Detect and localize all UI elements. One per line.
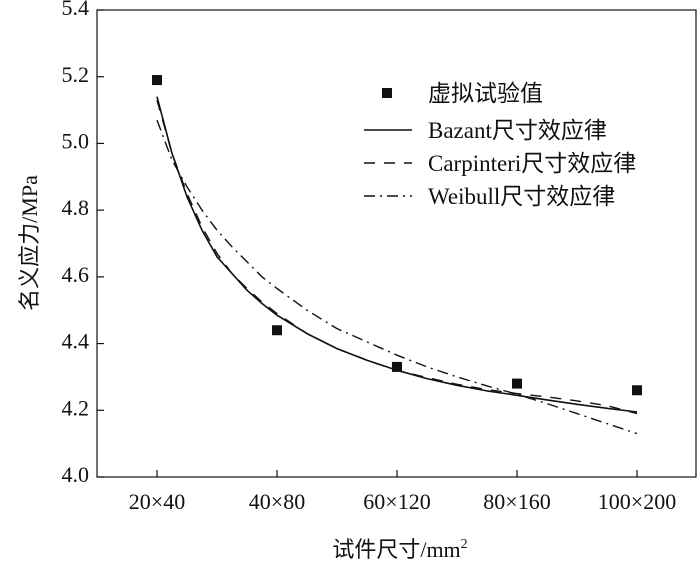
x-tick-label: 20×40	[129, 489, 185, 514]
x-tick-label: 100×200	[598, 489, 676, 514]
y-tick-label: 4.4	[62, 329, 90, 354]
x-tick-label: 80×160	[483, 489, 550, 514]
y-tick-label: 4.6	[62, 262, 90, 287]
data-point	[272, 325, 282, 336]
y-tick-label: 4.8	[62, 195, 90, 220]
legend-label-series-2: Carpinteri尺寸效应律	[428, 151, 636, 176]
data-point	[392, 361, 402, 372]
y-axis-ticks: 4.0 4.2 4.4 4.6 4.8 5.0 5.2 5.4	[62, 0, 104, 487]
data-points	[152, 75, 642, 396]
legend-label-series-1: Bazant尺寸效应律	[428, 118, 607, 143]
plot-frame	[96, 9, 697, 478]
x-axis-title: 试件尺寸/mm2	[332, 537, 467, 562]
data-point	[152, 75, 162, 86]
y-tick-label: 5.2	[62, 62, 90, 87]
legend-label-points: 虚拟试验值	[428, 81, 543, 106]
y-tick-label: 5.0	[62, 128, 90, 153]
legend-marker-square	[382, 88, 392, 98]
x-tick-label: 40×80	[249, 489, 305, 514]
data-point	[632, 385, 642, 396]
weibull-curve	[156, 119, 638, 435]
x-tick-label: 60×120	[363, 489, 430, 514]
legend: 虚拟试验值 Bazant尺寸效应律 Carpinteri尺寸效应律 Weibul…	[364, 81, 636, 209]
data-point	[512, 378, 522, 389]
y-tick-label: 5.4	[62, 0, 90, 20]
y-tick-label: 4.2	[62, 395, 90, 420]
y-tick-label: 4.0	[62, 462, 90, 487]
legend-label-series-3: Weibull尺寸效应律	[428, 184, 615, 209]
fit-curves	[156, 96, 638, 435]
x-axis-ticks: 20×40 40×80 60×120 80×160 100×200	[129, 470, 676, 514]
carpinteri-curve	[156, 99, 638, 415]
y-axis-title: 名义应力/MPa	[17, 175, 42, 311]
x-axis-title-main: 试件尺寸/mm	[332, 537, 460, 562]
x-axis-title-superscript: 2	[461, 537, 468, 552]
